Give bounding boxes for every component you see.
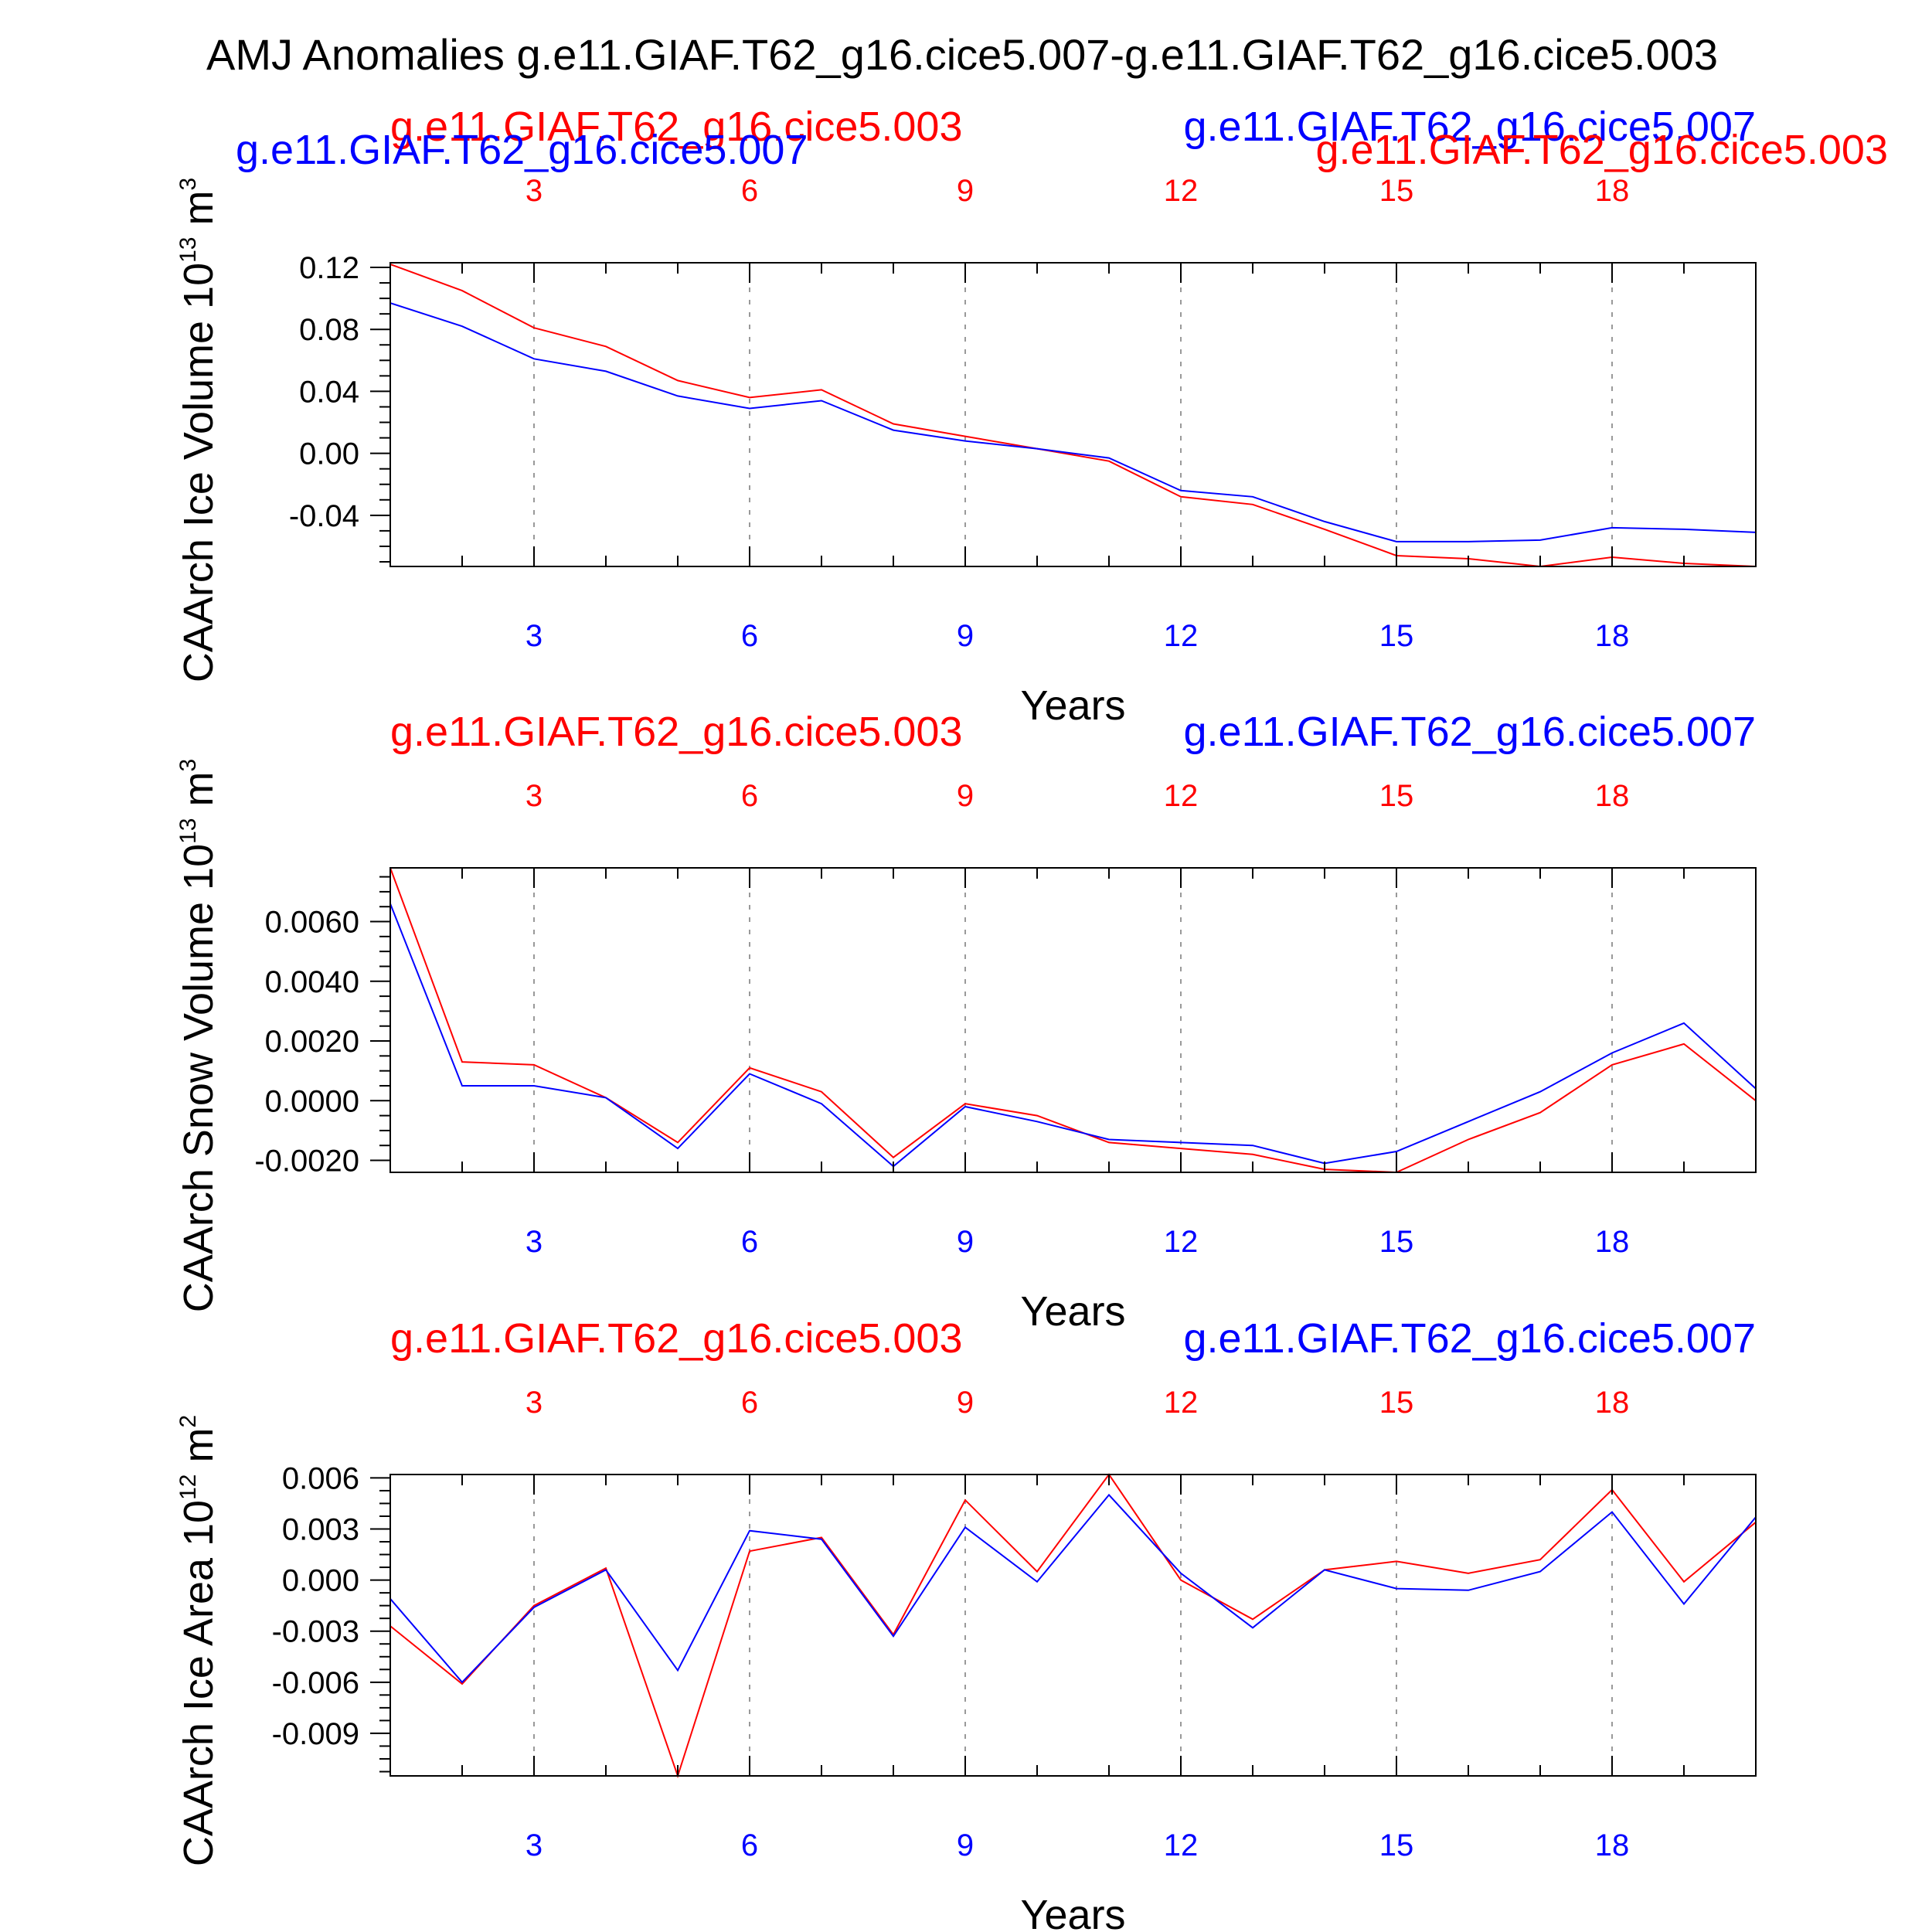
x-tick-label-bottom: 3 (526, 1225, 543, 1259)
x-tick-label-bottom: 9 (957, 1225, 974, 1259)
figure-title: AMJ Anomalies g.e11.GIAF.T62_g16.cice5.0… (206, 30, 1718, 79)
y-tick-label: -0.003 (272, 1615, 359, 1649)
x-tick-label-bottom: 15 (1379, 1225, 1414, 1259)
x-tick-label-bottom: 12 (1164, 619, 1199, 653)
x-tick-label-top: 18 (1595, 174, 1630, 208)
x-axis-label: Years (1020, 1892, 1125, 1932)
figure: AMJ Anomalies g.e11.GIAF.T62_g16.cice5.0… (0, 0, 1932, 1932)
x-tick-label-top: 18 (1595, 779, 1630, 813)
y-tick-label: 0.00 (299, 437, 359, 471)
y-tick-label: -0.006 (272, 1666, 359, 1700)
x-tick-label-bottom: 18 (1595, 1225, 1630, 1259)
y-tick-label: 0.000 (282, 1564, 359, 1598)
x-axis-label: Years (1020, 1288, 1125, 1335)
x-tick-label-top: 9 (957, 1386, 974, 1420)
x-tick-label-bottom: 6 (741, 619, 758, 653)
x-tick-label-top: 12 (1164, 779, 1199, 813)
y-tick-label: 0.006 (282, 1461, 359, 1495)
legend-case-003: g.e11.GIAF.T62_g16.cice5.003 (390, 1315, 963, 1362)
x-tick-label-bottom: 15 (1379, 619, 1414, 653)
x-tick-label-bottom: 9 (957, 619, 974, 653)
x-tick-label-top: 6 (741, 174, 758, 208)
y-tick-label: 0.003 (282, 1513, 359, 1547)
y-tick-label: 0.0020 (265, 1025, 359, 1059)
x-tick-label-top: 6 (741, 1386, 758, 1420)
x-tick-label-top: 12 (1164, 174, 1199, 208)
x-tick-label-top: 12 (1164, 1386, 1199, 1420)
x-tick-label-top: 15 (1379, 174, 1414, 208)
x-tick-label-bottom: 18 (1595, 619, 1630, 653)
legend-case-007-overlap: g.e11.GIAF.T62_g16.cice5.007 (236, 127, 808, 173)
y-tick-label: 0.0060 (265, 906, 359, 940)
y-tick-label: 0.04 (299, 375, 359, 409)
x-tick-label-top: 15 (1379, 779, 1414, 813)
x-tick-label-top: 6 (741, 779, 758, 813)
x-tick-label-bottom: 18 (1595, 1828, 1630, 1862)
y-tick-label: 0.08 (299, 313, 359, 347)
x-tick-label-top: 9 (957, 174, 974, 208)
x-tick-label-bottom: 3 (526, 1828, 543, 1862)
x-tick-label-top: 3 (526, 779, 543, 813)
y-tick-label: -0.0020 (254, 1145, 359, 1179)
x-tick-label-bottom: 12 (1164, 1828, 1199, 1862)
legend-case-007: g.e11.GIAF.T62_g16.cice5.007 (1184, 1315, 1757, 1362)
y-tick-label: 0.12 (299, 251, 359, 285)
y-tick-label: 0.0000 (265, 1084, 359, 1118)
y-tick-label: 0.0040 (265, 965, 359, 999)
x-tick-label-bottom: 6 (741, 1828, 758, 1862)
x-tick-label-top: 18 (1595, 1386, 1630, 1420)
x-tick-label-bottom: 12 (1164, 1225, 1199, 1259)
y-tick-label: -0.04 (289, 499, 359, 533)
x-tick-label-bottom: 6 (741, 1225, 758, 1259)
x-tick-label-top: 3 (526, 174, 543, 208)
x-tick-label-bottom: 9 (957, 1828, 974, 1862)
x-tick-label-bottom: 15 (1379, 1828, 1414, 1862)
x-tick-label-bottom: 3 (526, 619, 543, 653)
legend-case-007: g.e11.GIAF.T62_g16.cice5.007 (1184, 709, 1757, 755)
x-tick-label-top: 3 (526, 1386, 543, 1420)
legend-case-003-overlap: g.e11.GIAF.T62_g16.cice5.003 (1316, 127, 1889, 173)
x-tick-label-top: 9 (957, 779, 974, 813)
x-axis-label: Years (1020, 682, 1125, 729)
y-tick-label: -0.009 (272, 1717, 359, 1751)
x-tick-label-top: 15 (1379, 1386, 1414, 1420)
legend-case-003: g.e11.GIAF.T62_g16.cice5.003 (390, 709, 963, 755)
